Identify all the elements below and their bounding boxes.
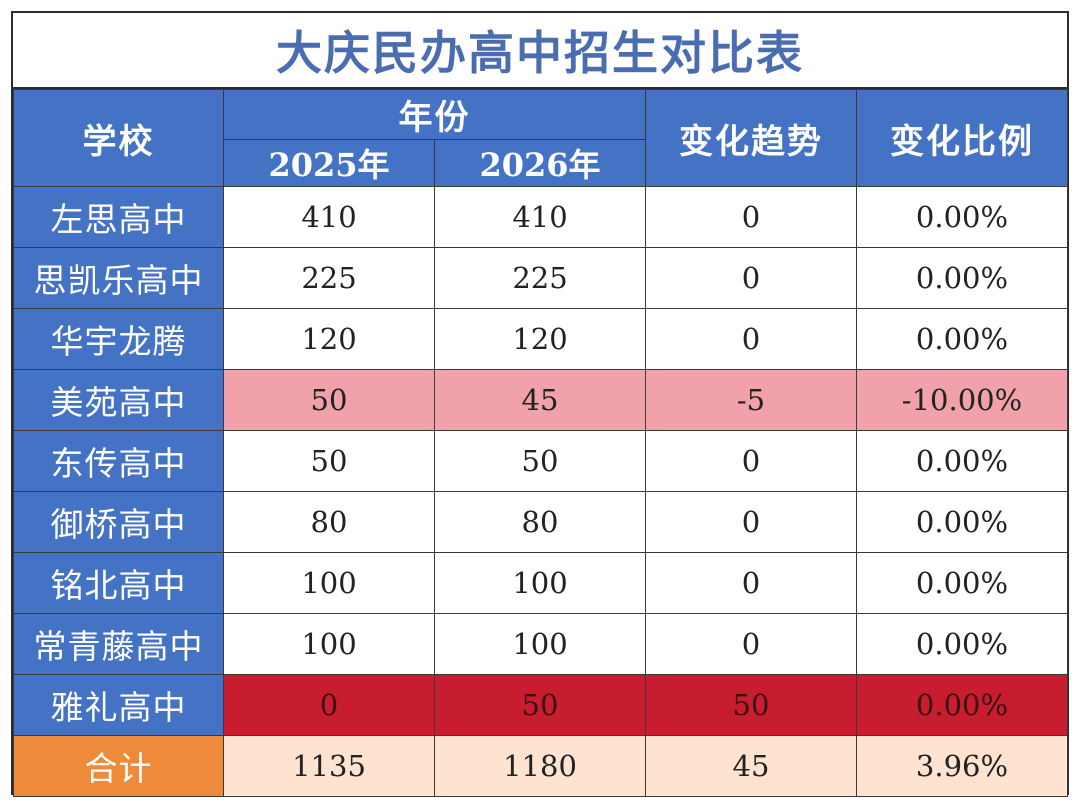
value-ratio: 0.00% [856,674,1068,736]
value-trend: 0 [645,308,857,370]
value-2025: 50 [223,369,435,431]
value-ratio: 0.00% [856,247,1068,309]
school-name: 雅礼高中 [13,674,224,736]
value-2025: 50 [223,430,435,492]
value-2026: 225 [434,247,646,309]
header-row-1: 学校 年份 变化趋势 变化比例 [13,89,1068,187]
value-2025: 100 [223,552,435,614]
table-title: 大庆民办高中招生对比表 [13,13,1067,89]
total-label: 合计 [13,735,224,797]
school-name: 左思高中 [13,186,224,248]
header-year-2026: 2026年 [434,139,646,187]
table-row: 御桥高中 80 80 0 0.00% [13,491,1068,553]
school-name: 御桥高中 [13,491,224,553]
value-2026: 100 [434,552,646,614]
value-ratio: 0.00% [856,308,1068,370]
value-2025: 410 [223,186,435,248]
table-row: 思凯乐高中 225 225 0 0.00% [13,247,1068,309]
comparison-table-frame: 大庆民办高中招生对比表 学校 年份 变化趋势 变化比例 2025年 2026年 … [11,11,1069,797]
value-2025: 120 [223,308,435,370]
value-2026: 45 [434,369,646,431]
value-2025: 80 [223,491,435,553]
value-ratio: 0.00% [856,186,1068,248]
table-row: 常青藤高中 100 100 0 0.00% [13,613,1068,675]
school-name: 美苑高中 [13,369,224,431]
value-2026: 50 [434,430,646,492]
table-row: 左思高中 410 410 0 0.00% [13,186,1068,248]
school-name: 常青藤高中 [13,613,224,675]
table-row: 铭北高中 100 100 0 0.00% [13,552,1068,614]
value-2026: 410 [434,186,646,248]
total-2026: 1180 [434,735,646,797]
value-trend: 0 [645,186,857,248]
header-year-2025: 2025年 [223,139,435,187]
school-name: 铭北高中 [13,552,224,614]
value-2025: 0 [223,674,435,736]
school-name: 华宇龙腾 [13,308,224,370]
enrollment-table: 学校 年份 变化趋势 变化比例 2025年 2026年 左思高中 410 410… [13,89,1068,797]
value-ratio: 0.00% [856,552,1068,614]
value-2025: 100 [223,613,435,675]
table-row: 东传高中 50 50 0 0.00% [13,430,1068,492]
value-trend: 0 [645,491,857,553]
value-trend: 0 [645,430,857,492]
total-2025: 1135 [223,735,435,797]
header-ratio: 变化比例 [856,89,1068,187]
value-2026: 120 [434,308,646,370]
school-name: 东传高中 [13,430,224,492]
value-trend: 50 [645,674,857,736]
header-row-2: 2025年 2026年 [14,139,1068,187]
school-name: 思凯乐高中 [13,247,224,309]
table-row-decrease: 美苑高中 50 45 -5 -10.00% [13,369,1068,431]
table-row: 华宇龙腾 120 120 0 0.00% [13,308,1068,370]
value-2026: 100 [434,613,646,675]
header-school: 学校 [13,89,224,187]
table-row-new: 雅礼高中 0 50 50 0.00% [13,674,1068,736]
value-ratio: 0.00% [856,491,1068,553]
header-trend: 变化趋势 [645,89,857,187]
table-row-total: 合计 1135 1180 45 3.96% [13,735,1068,797]
value-ratio: 0.00% [856,613,1068,675]
value-trend: 0 [645,552,857,614]
value-ratio: 0.00% [856,430,1068,492]
total-ratio: 3.96% [856,735,1068,797]
value-2025: 225 [223,247,435,309]
value-trend: 0 [645,613,857,675]
value-trend: 0 [645,247,857,309]
value-2026: 50 [434,674,646,736]
total-trend: 45 [645,735,857,797]
value-2026: 80 [434,491,646,553]
value-trend: -5 [645,369,857,431]
value-ratio: -10.00% [856,369,1068,431]
header-year-group: 年份 [223,89,646,140]
